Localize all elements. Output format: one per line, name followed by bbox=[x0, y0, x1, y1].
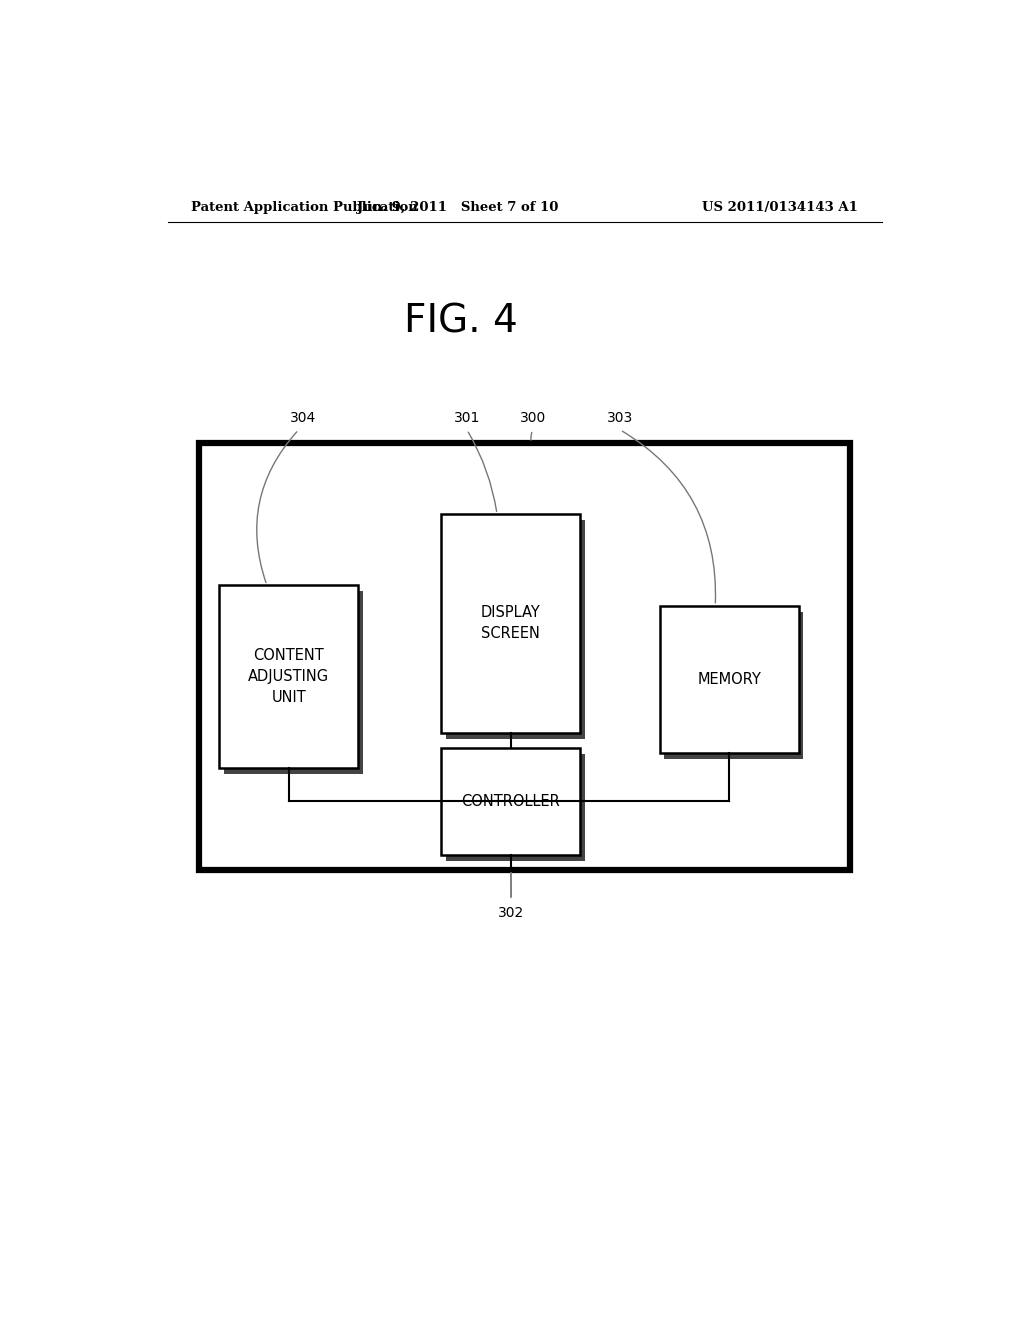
Text: MEMORY: MEMORY bbox=[697, 672, 761, 686]
Text: 303: 303 bbox=[607, 411, 633, 425]
Text: 304: 304 bbox=[290, 411, 315, 425]
Bar bbox=[446, 520, 585, 739]
Bar bbox=[446, 754, 585, 861]
Text: Jun. 9, 2011   Sheet 7 of 10: Jun. 9, 2011 Sheet 7 of 10 bbox=[356, 201, 558, 214]
Text: 301: 301 bbox=[454, 411, 480, 425]
Text: FIG. 4: FIG. 4 bbox=[404, 302, 518, 341]
Bar bbox=[665, 611, 804, 759]
Bar bbox=[441, 748, 581, 854]
Bar bbox=[441, 515, 581, 733]
Bar bbox=[224, 591, 362, 775]
Text: Patent Application Publication: Patent Application Publication bbox=[191, 201, 418, 214]
Text: 302: 302 bbox=[499, 906, 524, 920]
Text: DISPLAY
SCREEN: DISPLAY SCREEN bbox=[481, 606, 541, 642]
Bar bbox=[200, 444, 850, 870]
Bar bbox=[219, 585, 358, 768]
Text: 300: 300 bbox=[519, 411, 546, 425]
Text: US 2011/0134143 A1: US 2011/0134143 A1 bbox=[702, 201, 858, 214]
Text: CONTENT
ADJUSTING
UNIT: CONTENT ADJUSTING UNIT bbox=[248, 648, 330, 705]
Bar bbox=[659, 606, 799, 752]
Text: CONTROLLER: CONTROLLER bbox=[462, 793, 560, 809]
